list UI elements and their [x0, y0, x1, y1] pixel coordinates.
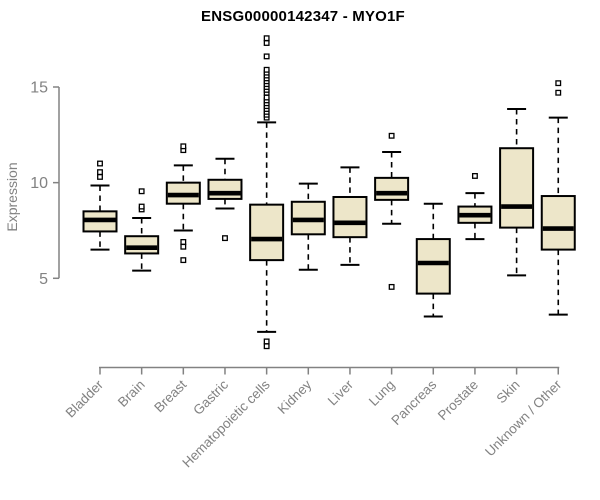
x-category-label: Liver	[325, 377, 357, 409]
outlier-point	[263, 343, 270, 350]
boxplot-group	[457, 173, 493, 241]
box-rect	[124, 235, 160, 255]
outlier-point	[555, 89, 562, 96]
outlier-point	[263, 94, 270, 101]
boxplot-group	[207, 157, 243, 242]
boxplot-group	[415, 202, 451, 318]
outlier-point	[263, 53, 270, 60]
x-category-label: Breast	[151, 377, 189, 415]
outlier-point	[263, 40, 270, 46]
y-tick-label: 15	[30, 80, 48, 97]
outlier-point	[138, 188, 145, 195]
outlier-point	[138, 203, 145, 210]
boxplot-group	[374, 132, 410, 290]
outlier-point	[263, 66, 270, 73]
chart-title: ENSG00000142347 - MYO1F	[201, 8, 405, 25]
box-rect	[415, 238, 451, 295]
x-category-label: Brain	[115, 377, 148, 410]
x-category-label: Kidney	[275, 377, 315, 417]
boxplot-group	[332, 166, 368, 266]
outlier-point	[180, 257, 187, 264]
x-category-label: Bladder	[63, 377, 107, 421]
box-rect	[540, 195, 576, 251]
outlier-point	[222, 235, 228, 242]
outlier-point	[180, 239, 187, 245]
box-rect	[332, 195, 368, 239]
y-tick-label: 10	[30, 175, 48, 192]
boxplot-group	[249, 35, 285, 350]
y-tick-label: 5	[39, 271, 48, 288]
box-rect	[499, 147, 535, 229]
boxplot-group	[290, 182, 326, 271]
outlier-point	[180, 243, 187, 250]
outlier-point	[97, 173, 103, 180]
boxplot-group	[82, 160, 118, 251]
x-category-label: Prostate	[435, 377, 481, 423]
boxplot-group	[499, 107, 535, 277]
outlier-point	[180, 143, 187, 150]
x-category-label: Unknown / Other	[482, 377, 565, 460]
boxplot-group	[124, 188, 160, 272]
outlier-point	[388, 132, 395, 139]
box-rect	[249, 203, 285, 262]
outlier-point	[388, 283, 395, 290]
outlier-point	[471, 173, 478, 179]
boxplot-group	[540, 80, 576, 316]
x-category-label: Gastric	[190, 377, 231, 418]
outlier-point	[263, 338, 270, 345]
x-category-label: Lung	[366, 377, 398, 409]
outlier-point	[263, 35, 270, 42]
outlier-point	[555, 80, 562, 87]
x-category-label: Skin	[494, 377, 523, 406]
x-category-label: Pancreas	[388, 377, 439, 428]
box-rect	[207, 178, 243, 200]
box-rect	[374, 176, 410, 201]
boxplot-group	[165, 143, 201, 264]
outlier-point	[97, 169, 103, 176]
outlier-point	[97, 160, 103, 167]
